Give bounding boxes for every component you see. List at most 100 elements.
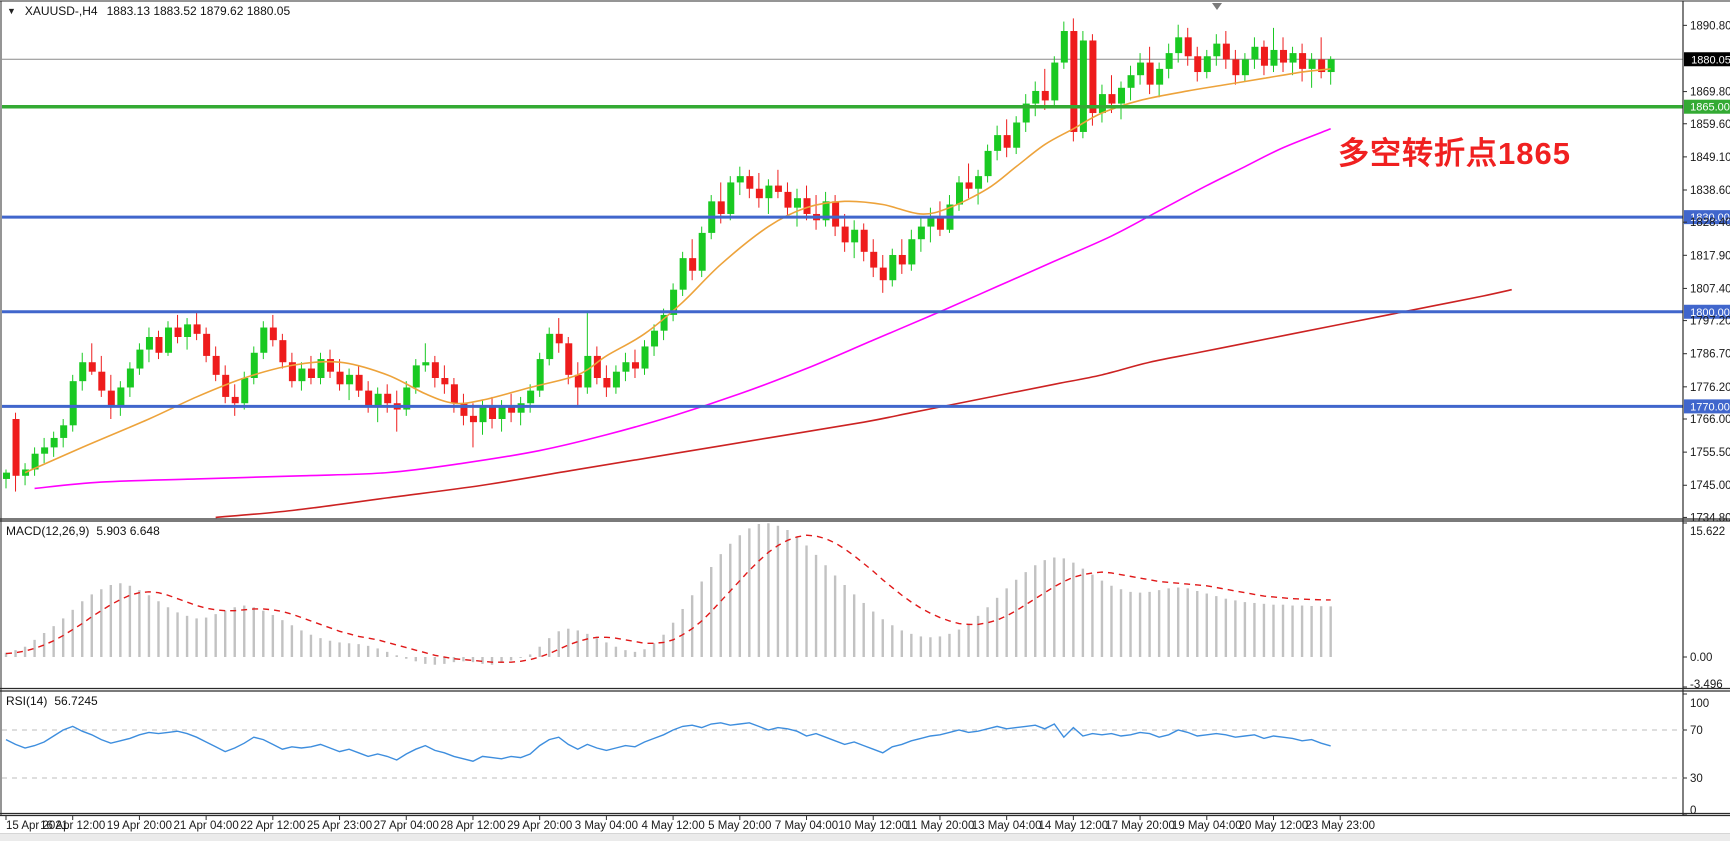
candle[interactable]: [1146, 62, 1154, 85]
annotation-text[interactable]: 多空转折点1865: [1338, 136, 1571, 171]
candle[interactable]: [431, 362, 439, 378]
candle[interactable]: [355, 374, 363, 391]
candle[interactable]: [555, 333, 563, 344]
candle[interactable]: [1318, 59, 1326, 73]
candle[interactable]: [755, 188, 763, 199]
candle[interactable]: [936, 217, 944, 230]
candle[interactable]: [917, 226, 925, 240]
candle[interactable]: [1070, 31, 1078, 132]
date-tick-label[interactable]: 28 Apr 12:00: [440, 820, 505, 832]
candle[interactable]: [3, 472, 10, 479]
candle[interactable]: [145, 336, 153, 350]
candle[interactable]: [193, 324, 201, 334]
candle[interactable]: [1003, 135, 1011, 148]
candle[interactable]: [412, 365, 420, 388]
candle[interactable]: [832, 201, 840, 227]
candle[interactable]: [641, 346, 649, 369]
candle[interactable]: [174, 327, 182, 337]
date-tick-label[interactable]: 23 May 23:00: [1305, 820, 1375, 832]
candle[interactable]: [1222, 43, 1230, 60]
date-tick-label[interactable]: 13 May 04:00: [972, 820, 1042, 832]
candle[interactable]: [793, 198, 801, 208]
candle[interactable]: [670, 289, 678, 315]
candle[interactable]: [1175, 37, 1183, 54]
candle[interactable]: [689, 258, 697, 271]
candle[interactable]: [231, 396, 239, 404]
candle[interactable]: [784, 191, 792, 208]
candle[interactable]: [184, 324, 192, 337]
candle[interactable]: [965, 182, 973, 189]
date-tick-label[interactable]: 19 May 04:00: [1172, 820, 1242, 832]
candle[interactable]: [612, 371, 620, 388]
candle[interactable]: [1098, 94, 1106, 114]
candle[interactable]: [1289, 53, 1297, 63]
candle[interactable]: [1022, 103, 1030, 123]
candle[interactable]: [327, 359, 335, 372]
candle[interactable]: [60, 425, 68, 438]
candle[interactable]: [136, 349, 144, 369]
date-tick-label[interactable]: 5 May 20:00: [708, 820, 771, 832]
date-tick-label[interactable]: 17 May 20:00: [1105, 820, 1175, 832]
candle[interactable]: [1041, 90, 1049, 101]
date-tick-label[interactable]: 19 Apr 20:00: [107, 820, 172, 832]
candle[interactable]: [469, 415, 477, 423]
candle[interactable]: [269, 327, 277, 341]
candle[interactable]: [841, 226, 849, 243]
date-tick-label[interactable]: 14 May 12:00: [1039, 820, 1109, 832]
date-tick-label[interactable]: 4 May 12:00: [641, 820, 704, 832]
candle[interactable]: [79, 362, 87, 382]
trend-red[interactable]: [215, 288, 1512, 519]
candle[interactable]: [593, 355, 601, 378]
candle[interactable]: [1137, 62, 1145, 76]
candle[interactable]: [250, 352, 258, 378]
candle[interactable]: [1108, 94, 1116, 104]
date-tick-label[interactable]: 22 Apr 12:00: [240, 820, 305, 832]
date-tick-label[interactable]: 7 May 04:00: [775, 820, 838, 832]
candle[interactable]: [1032, 90, 1040, 104]
candle[interactable]: [1184, 37, 1192, 57]
candle[interactable]: [870, 251, 878, 268]
candle[interactable]: [203, 333, 211, 356]
candle[interactable]: [1260, 46, 1268, 66]
candle[interactable]: [1299, 53, 1307, 69]
candle[interactable]: [1013, 122, 1021, 148]
candle[interactable]: [1127, 75, 1135, 88]
candle[interactable]: [1165, 53, 1173, 69]
candle[interactable]: [984, 150, 992, 177]
candle[interactable]: [1241, 59, 1249, 76]
candle[interactable]: [584, 355, 592, 388]
candle[interactable]: [622, 362, 630, 372]
candle[interactable]: [12, 419, 20, 476]
candle[interactable]: [241, 378, 249, 404]
candle[interactable]: [1118, 87, 1126, 104]
chart-shift-marker[interactable]: [1212, 3, 1222, 10]
candle[interactable]: [317, 359, 325, 378]
candle[interactable]: [765, 185, 773, 199]
candle[interactable]: [450, 384, 458, 404]
candle[interactable]: [260, 327, 268, 353]
candle[interactable]: [927, 217, 935, 227]
candle[interactable]: [165, 327, 173, 353]
date-tick-label[interactable]: 25 Apr 23:00: [307, 820, 372, 832]
candle[interactable]: [546, 333, 554, 360]
candle[interactable]: [288, 362, 296, 382]
candle[interactable]: [717, 201, 725, 214]
candle[interactable]: [574, 374, 582, 388]
candle[interactable]: [1270, 49, 1278, 66]
candle[interactable]: [50, 437, 58, 448]
candle[interactable]: [679, 258, 687, 290]
candle[interactable]: [479, 406, 487, 423]
date-tick-label[interactable]: 11 May 20:00: [906, 820, 975, 832]
candle[interactable]: [851, 229, 859, 243]
candle[interactable]: [889, 254, 897, 281]
candle[interactable]: [603, 378, 611, 388]
candle[interactable]: [1203, 56, 1211, 73]
candle[interactable]: [298, 368, 306, 382]
candle[interactable]: [517, 403, 525, 413]
candle[interactable]: [212, 355, 220, 375]
candle[interactable]: [660, 314, 668, 331]
candle[interactable]: [279, 340, 287, 363]
candle[interactable]: [460, 403, 468, 416]
candle[interactable]: [803, 198, 811, 214]
